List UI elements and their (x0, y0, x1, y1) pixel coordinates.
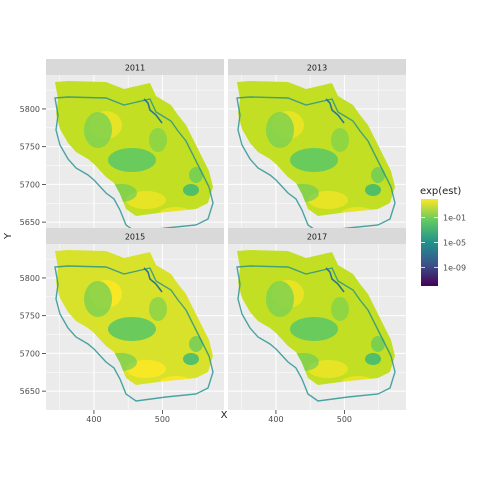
axes: Y X 5650 5700 5750 5800 5650 5700 5750 5800 400 5… (3, 105, 352, 424)
legend-tick-label: 1e-09 (443, 263, 466, 272)
facet-panel-2017: 2017 (228, 228, 406, 410)
facet-panels: 2011 2013 2015 2017 (46, 59, 406, 410)
color-legend: exp(est) 1e-01 1e-05 1e-09 (420, 186, 466, 286)
facet-strip (46, 59, 224, 75)
facet-panel-2013: 2013 (228, 59, 406, 241)
facet-label: 2015 (125, 233, 145, 242)
facet-panel-2011: 2011 (46, 59, 224, 241)
y-tick-label: 5700 (20, 349, 40, 358)
legend-tick-label: 1e-01 (443, 214, 466, 223)
y-axis-title: Y (3, 232, 14, 240)
facet-label: 2011 (125, 64, 145, 73)
y-tick-label: 5800 (20, 274, 40, 283)
facet-strip (228, 59, 406, 75)
facet-strip (228, 228, 406, 244)
facet-strip (46, 228, 224, 244)
y-tick-label: 5700 (20, 180, 40, 189)
y-tick-label: 5750 (20, 312, 40, 321)
y-tick-label: 5750 (20, 143, 40, 152)
x-tick-label: 500 (337, 415, 352, 424)
x-tick-label: 500 (155, 415, 170, 424)
facet-label: 2017 (307, 233, 327, 242)
x-tick-label: 400 (268, 415, 283, 424)
facet-label: 2013 (307, 64, 327, 73)
legend-tick-label: 1e-05 (443, 239, 466, 248)
y-tick-label: 5650 (20, 218, 40, 227)
facet-panel-2015: 2015 (46, 228, 224, 410)
y-tick-label: 5650 (20, 387, 40, 396)
legend-colorbar (421, 199, 438, 286)
legend-title: exp(est) (420, 186, 461, 197)
x-axis-title: X (221, 410, 228, 421)
y-tick-label: 5800 (20, 105, 40, 114)
x-tick-label: 400 (86, 415, 101, 424)
prediction-raster (55, 81, 213, 216)
